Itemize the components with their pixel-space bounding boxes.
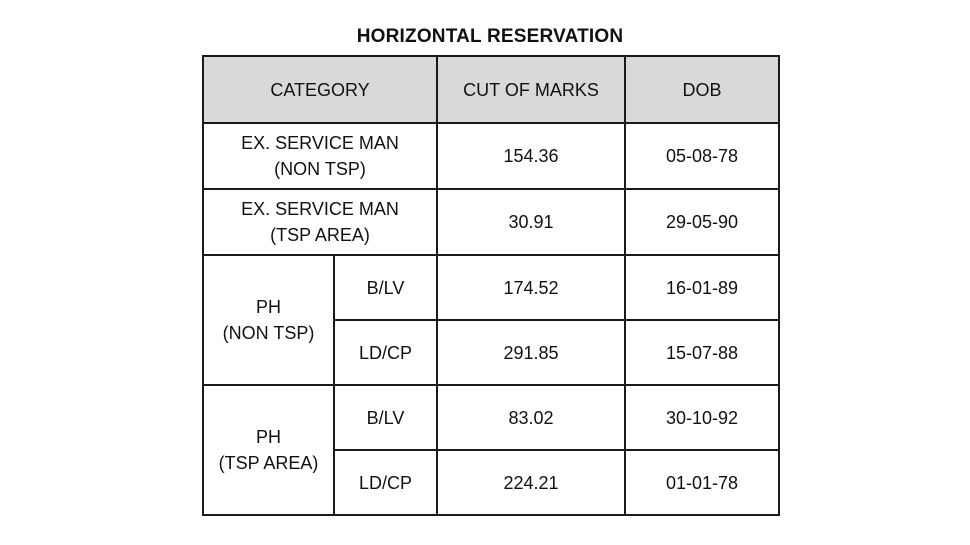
category-line: EX. SERVICE MAN (241, 133, 399, 153)
marks-cell: 174.52 (436, 254, 627, 321)
table-row: LD/CP 291.85 15-07-88 (203, 319, 781, 386)
marks-cell: 291.85 (436, 319, 627, 386)
dob-cell: 01-01-78 (624, 449, 781, 516)
table-row: PH (NON TSP) B/LV 174.52 16-01-89 (202, 254, 781, 386)
category-line: PH (255, 427, 281, 447)
subtype-cell: B/LV (332, 384, 439, 451)
table-row: PH (TSP AREA) B/LV 83.02 30-10-92 (202, 384, 781, 516)
table-row: EX. SERVICE MAN (TSP AREA) 30.91 29-05-9… (201, 188, 781, 256)
category-cell: EX. SERVICE MAN (TSP AREA) (201, 188, 439, 256)
dob-cell: 30-10-92 (624, 384, 781, 451)
category-line: (NON TSP) (274, 159, 366, 179)
header-cut-off-marks: CUT OF MARKS (436, 55, 627, 124)
subtype-cell: LD/CP (332, 449, 439, 516)
header-dob: DOB (624, 55, 781, 124)
dob-cell: 15-07-88 (624, 319, 781, 386)
marks-cell: 83.02 (436, 384, 627, 451)
category-line: (TSP AREA) (270, 225, 370, 245)
dob-cell: 16-01-89 (624, 254, 781, 321)
category-line: PH (255, 297, 281, 317)
category-line: (NON TSP) (222, 323, 315, 343)
marks-cell: 154.36 (436, 122, 627, 190)
category-cell: PH (NON TSP) (202, 254, 335, 386)
header-row: CATEGORY CUT OF MARKS DOB (201, 55, 781, 124)
dob-cell: 05-08-78 (624, 122, 781, 190)
dob-cell: 29-05-90 (624, 188, 781, 256)
horizontal-reservation-table: CATEGORY CUT OF MARKS DOB EX. SERVICE MA… (201, 55, 781, 516)
category-cell: EX. SERVICE MAN (NON TSP) (201, 122, 439, 190)
category-line: (TSP AREA) (218, 453, 319, 473)
header-category: CATEGORY (201, 55, 439, 124)
table-title: HORIZONTAL RESERVATION (356, 26, 624, 47)
table-row: EX. SERVICE MAN (NON TSP) 154.36 05-08-7… (201, 122, 781, 190)
subtype-cell: LD/CP (332, 319, 439, 386)
category-cell: PH (TSP AREA) (202, 384, 335, 516)
marks-cell: 224.21 (436, 449, 627, 516)
table-row: LD/CP 224.21 01-01-78 (203, 449, 781, 516)
category-line: EX. SERVICE MAN (241, 199, 399, 219)
subtype-cell: B/LV (332, 254, 439, 321)
marks-cell: 30.91 (436, 188, 627, 256)
